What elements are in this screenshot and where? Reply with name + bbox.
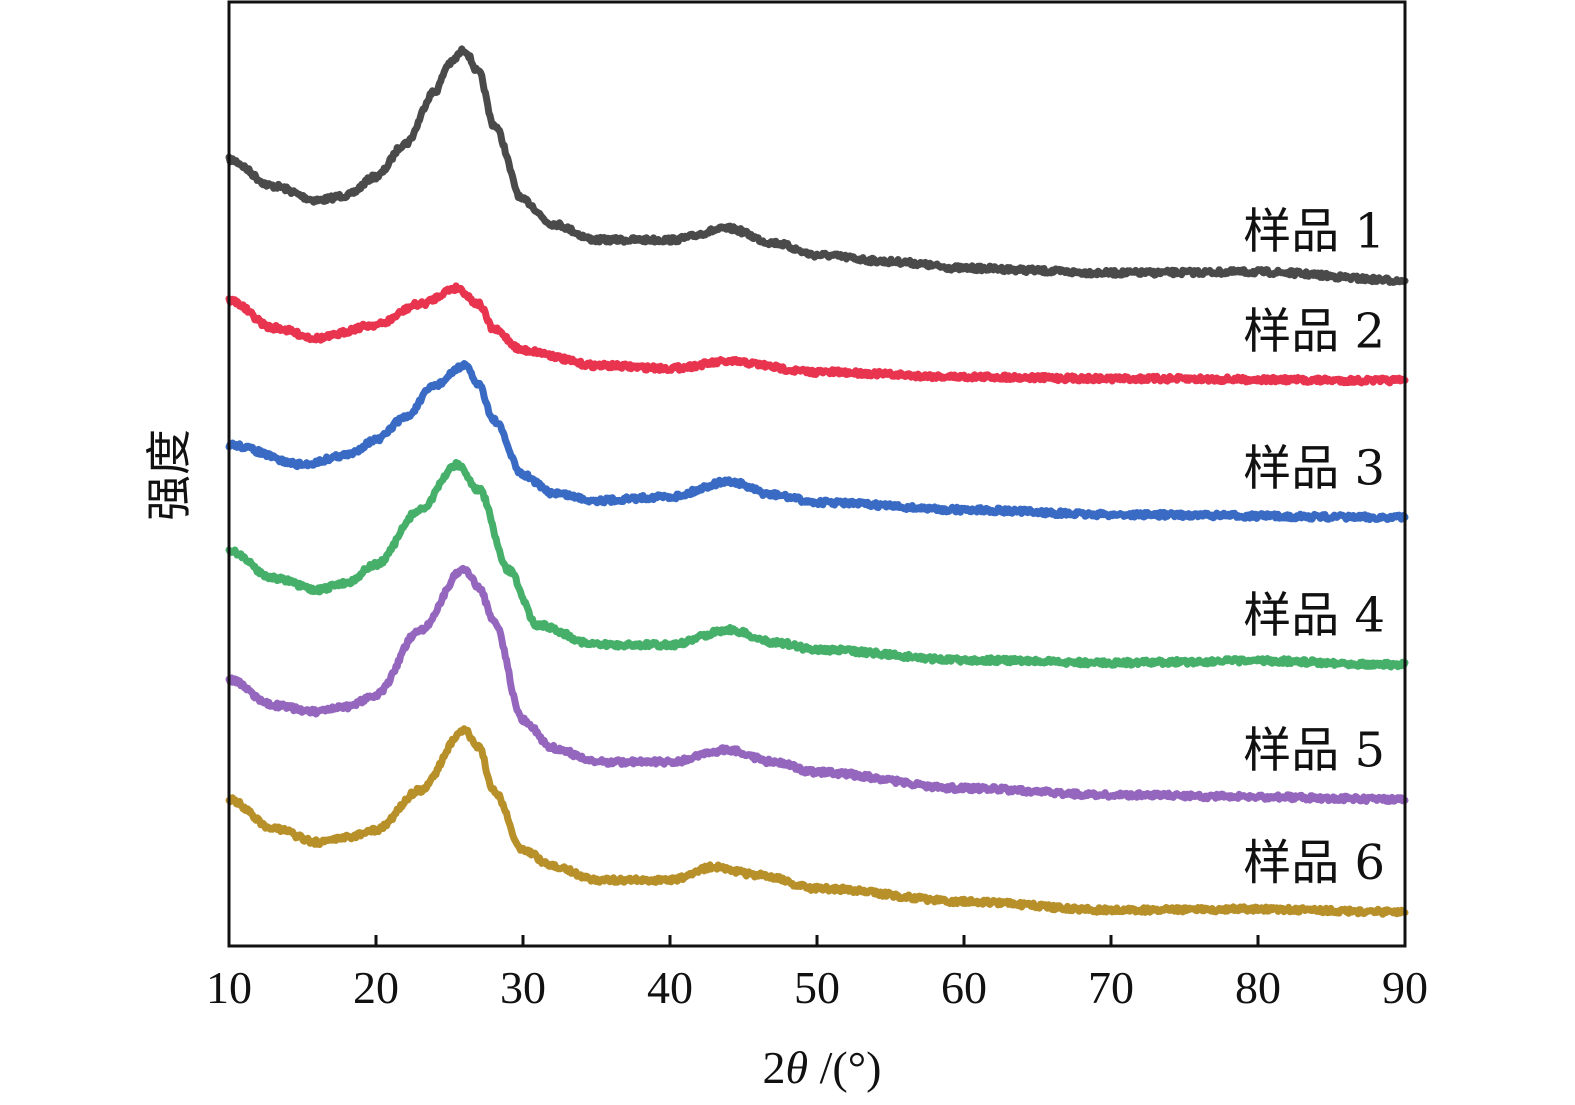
series-label-6: 样品 6	[1243, 835, 1385, 891]
series-labels: 样品 1 样品 2 样品 3 样品 4 样品 5 样品 6	[1243, 203, 1385, 891]
series-line-3	[225, 360, 1409, 524]
series-label-5: 样品 5	[1243, 723, 1385, 779]
y-axis-title: 强度	[144, 429, 195, 521]
series-line-4	[225, 459, 1409, 671]
x-tick-label-60: 60	[941, 962, 987, 1013]
x-tick-label-20: 20	[353, 962, 399, 1013]
series-line-5	[225, 564, 1409, 805]
series-line-1	[225, 45, 1409, 286]
x-axis-title-prefix: 2	[763, 1042, 786, 1093]
x-axis-title: 2θ /(°)	[763, 1042, 882, 1093]
x-tick-label-80: 80	[1235, 962, 1281, 1013]
series-label-1: 样品 1	[1243, 203, 1385, 259]
series-label-4: 样品 4	[1243, 588, 1385, 644]
x-tick-label-10: 10	[206, 962, 252, 1013]
x-axis-title-suffix: /(°)	[808, 1042, 881, 1093]
x-tick-label-40: 40	[647, 962, 693, 1013]
series-line-2	[225, 282, 1409, 387]
series-layer	[225, 45, 1409, 918]
series-label-3: 样品 3	[1243, 440, 1385, 496]
x-ticks: 10 20 30 40 50 60 70 80 90	[206, 935, 1428, 1013]
x-tick-label-70: 70	[1088, 962, 1134, 1013]
series-line-6	[225, 725, 1409, 918]
x-axis-title-symbol: θ	[786, 1042, 809, 1093]
x-tick-label-30: 30	[500, 962, 546, 1013]
x-tick-label-90: 90	[1382, 962, 1428, 1013]
x-tick-label-50: 50	[794, 962, 840, 1013]
series-label-2: 样品 2	[1243, 304, 1385, 360]
